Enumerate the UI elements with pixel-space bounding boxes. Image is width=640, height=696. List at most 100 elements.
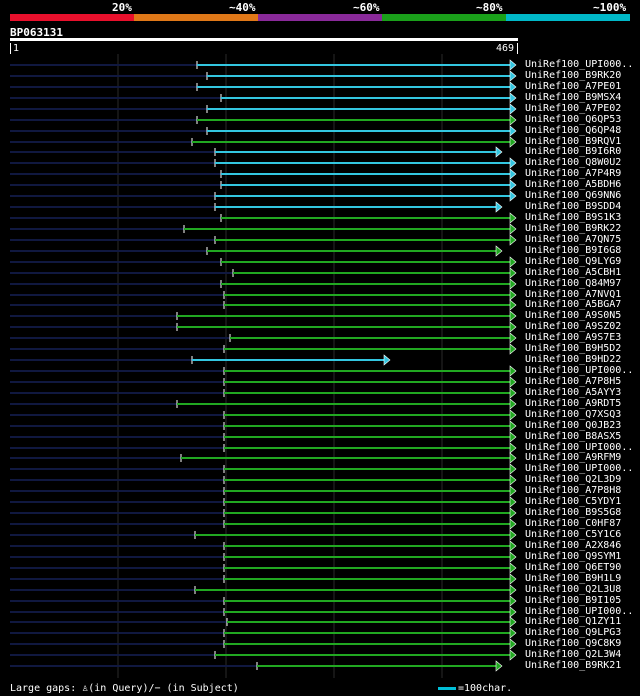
hit-label-link[interactable]: UniRef100_A7QN75: [525, 234, 622, 245]
hit-row: [10, 529, 517, 541]
ruler-end-label: 469: [496, 43, 515, 54]
hit-label-link[interactable]: UniRef100_Q2L3U8: [525, 584, 622, 595]
hit-arrowhead: [509, 595, 517, 607]
hit-label-link[interactable]: UniRef100_A7P8H8: [525, 485, 622, 496]
hit-label-link[interactable]: UniRef100_B9RK22: [525, 223, 622, 234]
legend-label-100: ~100%: [593, 1, 627, 14]
gaps-legend: Large gaps: ♙(in Query)/− (in Subject): [10, 683, 239, 694]
hit-label-link[interactable]: UniRef100_A9RDT5: [525, 398, 622, 409]
hit-row: [10, 595, 517, 607]
colorbar-segment-80: [382, 14, 506, 21]
hit-label-link[interactable]: UniRef100_A5AYY3: [525, 387, 622, 398]
hit-label-link[interactable]: UniRef100_A9RFM9: [525, 452, 622, 463]
hit-row: [10, 299, 517, 311]
hit-arrowhead: [509, 223, 517, 235]
hit-label-link[interactable]: UniRef100_B9HD22: [525, 354, 622, 365]
hit-label-link[interactable]: UniRef100_A7P4R9: [525, 168, 622, 179]
hit-label-link[interactable]: UniRef100_Q0JB23: [525, 420, 622, 431]
hit-arrowhead: [509, 267, 517, 279]
hit-label-link[interactable]: UniRef100_A2X846: [525, 540, 622, 551]
ruler-start-tick: [10, 43, 11, 54]
hit-label-link[interactable]: UniRef100_Q9LPG3: [525, 627, 622, 638]
hit-label-link[interactable]: UniRef100_Q9LYG9: [525, 256, 622, 267]
hit-arrowhead: [495, 201, 503, 213]
hit-label-link[interactable]: UniRef100_C0HF87: [525, 518, 622, 529]
colorbar-segment-40: [134, 14, 258, 21]
scale-text: =100char.: [458, 683, 513, 694]
hit-arrowhead: [495, 660, 503, 672]
hit-row: [10, 289, 517, 301]
hit-label-link[interactable]: UniRef100_C5YDY1: [525, 496, 622, 507]
hit-arrowhead: [509, 70, 517, 82]
hit-row: [10, 649, 517, 661]
hit-label-link[interactable]: UniRef100_B9RQV1: [525, 136, 622, 147]
query-bar: [10, 38, 518, 41]
hit-label-link[interactable]: UniRef100_Q8W0U2: [525, 157, 622, 168]
hit-arrowhead: [509, 649, 517, 661]
scale-line-icon: [438, 686, 456, 690]
hit-label-link[interactable]: UniRef100_A7P8H5: [525, 376, 622, 387]
hit-row: [10, 409, 517, 421]
hit-label-link[interactable]: UniRef100_A9S0N5: [525, 310, 622, 321]
hit-label-link[interactable]: UniRef100_Q6ET90: [525, 562, 622, 573]
hit-label-link[interactable]: UniRef100_A5CBH1: [525, 267, 622, 278]
hit-label-link[interactable]: UniRef100_B9S5G8: [525, 507, 622, 518]
hit-arrowhead: [509, 452, 517, 464]
hit-label-link[interactable]: UniRef100_C5Y1C6: [525, 529, 622, 540]
hit-label-link[interactable]: UniRef100_A9SZ02: [525, 321, 622, 332]
hit-label-link[interactable]: UniRef100_UPI000..: [525, 365, 634, 376]
hit-label-link[interactable]: UniRef100_UPI000..: [525, 442, 634, 453]
hit-label-link[interactable]: UniRef100_A5BGA7: [525, 299, 622, 310]
hit-label-link[interactable]: UniRef100_Q6QP48: [525, 125, 622, 136]
hit-label-link[interactable]: UniRef100_A5BDH6: [525, 179, 622, 190]
hit-row: [10, 59, 517, 71]
hit-label-link[interactable]: UniRef100_A7NVQ1: [525, 289, 622, 300]
hit-label-link[interactable]: UniRef100_A9S7E3: [525, 332, 622, 343]
hit-row: [10, 190, 517, 202]
hit-label-link[interactable]: UniRef100_Q6QP53: [525, 114, 622, 125]
hit-label-link[interactable]: UniRef100_Q69NN6: [525, 190, 622, 201]
hit-label-link[interactable]: UniRef100_Q1ZY11: [525, 616, 622, 627]
hit-label-link[interactable]: UniRef100_Q9C8K9: [525, 638, 622, 649]
hit-label-link[interactable]: UniRef100_Q2L3W4: [525, 649, 622, 660]
hit-label-link[interactable]: UniRef100_B9I6G8: [525, 245, 622, 256]
hit-row: [10, 474, 517, 486]
hit-arrowhead: [509, 387, 517, 399]
hit-row: [10, 573, 517, 585]
hit-label-link[interactable]: UniRef100_A7PE02: [525, 103, 622, 114]
hit-label-link[interactable]: UniRef100_B9H1L9: [525, 573, 622, 584]
hit-label-link[interactable]: UniRef100_UPI000..: [525, 59, 634, 70]
hit-row: [10, 136, 517, 148]
hit-label-link[interactable]: UniRef100_Q9SYM1: [525, 551, 622, 562]
hit-label-link[interactable]: UniRef100_Q2L3D9: [525, 474, 622, 485]
hit-label-link[interactable]: UniRef100_B9RK21: [525, 660, 622, 671]
hit-label-link[interactable]: UniRef100_B9MSX4: [525, 92, 622, 103]
hit-label-link[interactable]: UniRef100_B9H5D2: [525, 343, 622, 354]
hit-row: [10, 562, 517, 574]
hit-label-link[interactable]: UniRef100_A7PE01: [525, 81, 622, 92]
hit-arrowhead: [509, 103, 517, 115]
hit-arrowhead: [509, 234, 517, 246]
hit-label-link[interactable]: UniRef100_B8ASX5: [525, 431, 622, 442]
hit-arrowhead: [509, 573, 517, 585]
hit-arrowhead: [509, 114, 517, 126]
hit-label-link[interactable]: UniRef100_Q84M97: [525, 278, 622, 289]
hit-label-link[interactable]: UniRef100_B9S1K3: [525, 212, 622, 223]
hit-row: [10, 103, 517, 115]
hit-label-link[interactable]: UniRef100_B9I6R0: [525, 146, 622, 157]
hit-label-link[interactable]: UniRef100_UPI000..: [525, 463, 634, 474]
hit-row: [10, 584, 517, 596]
hit-row: [10, 638, 517, 650]
hit-arrowhead: [509, 562, 517, 574]
colorbar-segment-100: [506, 14, 630, 21]
hit-label-link[interactable]: UniRef100_B9SDD4: [525, 201, 622, 212]
ruler-end-tick: [517, 43, 518, 54]
hit-label-link[interactable]: UniRef100_UPI000..: [525, 606, 634, 617]
colorbar-segment-60: [258, 14, 382, 21]
hit-row: [10, 278, 517, 290]
hit-row: [10, 343, 517, 355]
hit-label-link[interactable]: UniRef100_Q7XSQ3: [525, 409, 622, 420]
hit-label-link[interactable]: UniRef100_B9RK20: [525, 70, 622, 81]
hit-label-link[interactable]: UniRef100_B9I105: [525, 595, 622, 606]
